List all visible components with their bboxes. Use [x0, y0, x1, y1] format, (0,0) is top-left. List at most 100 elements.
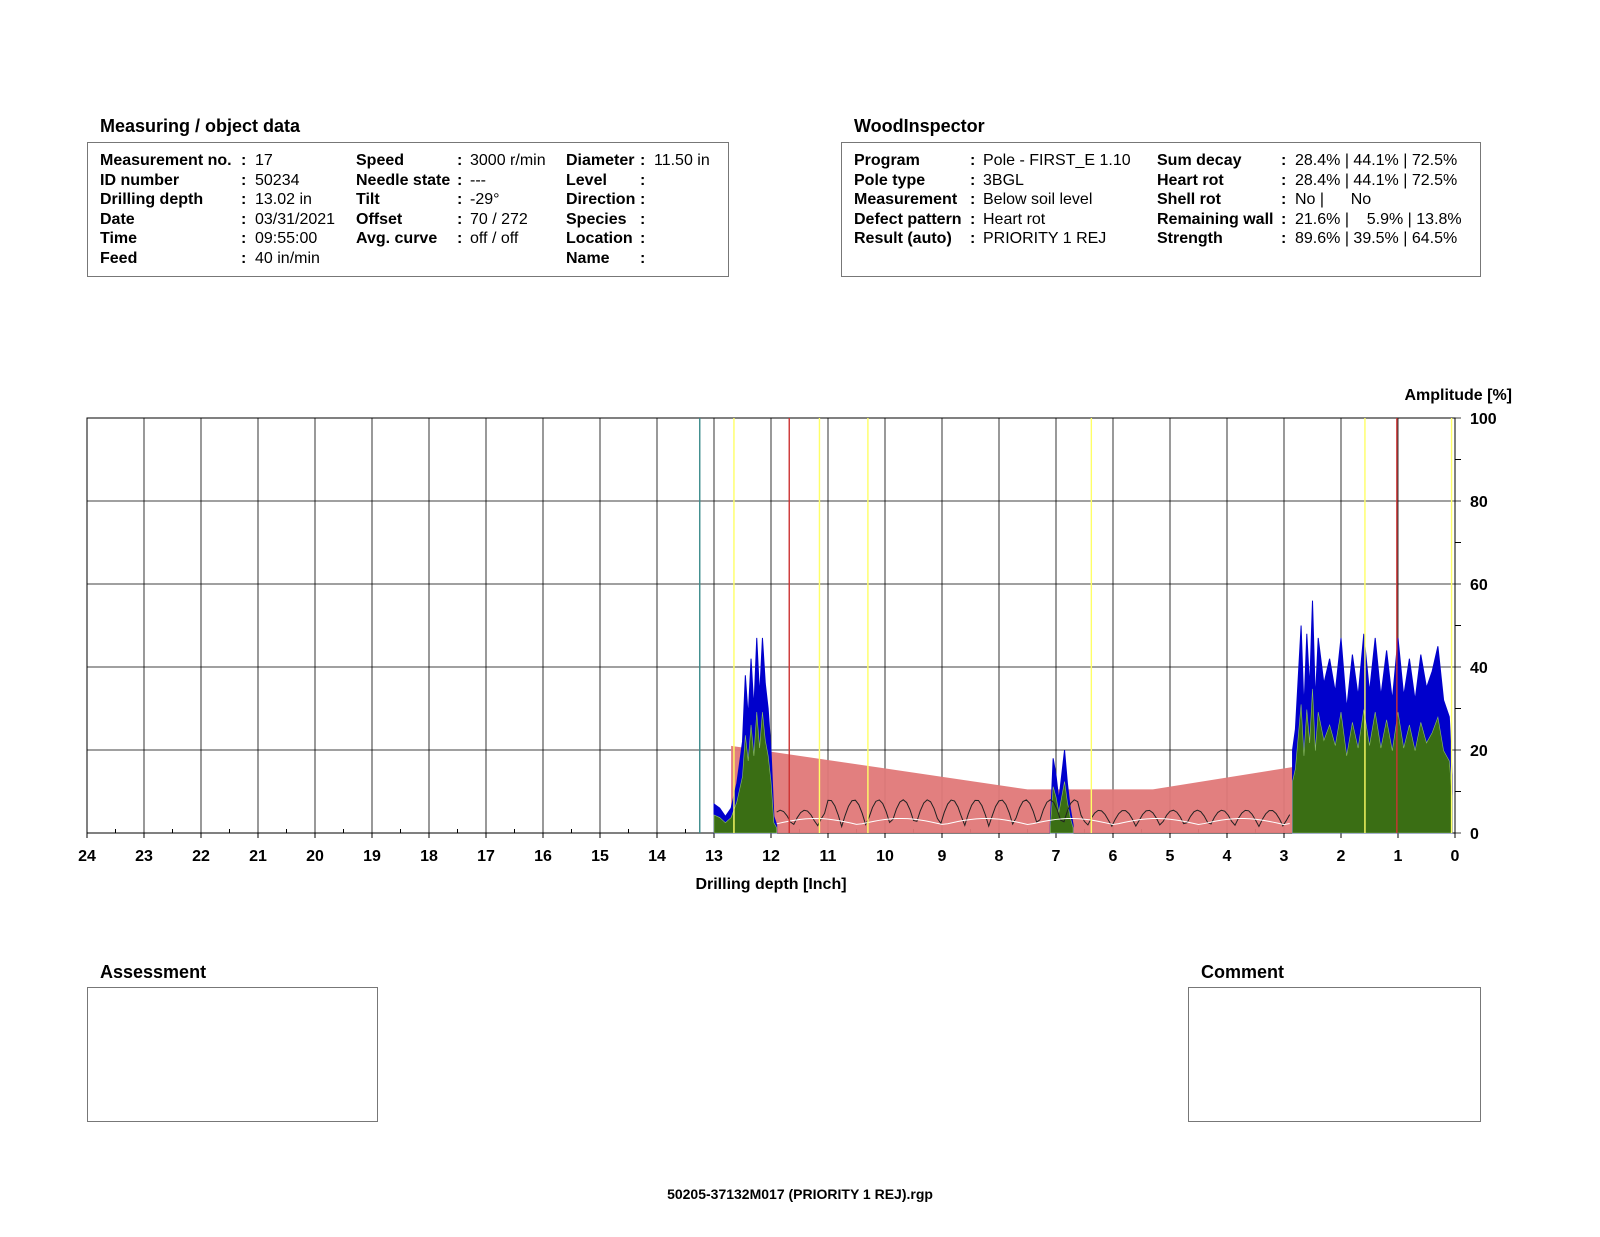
kv-value: 89.6% | 39.5% | 64.5%: [1295, 230, 1458, 248]
kv-label: Location: [566, 230, 633, 248]
x-axis-label: Drilling depth [Inch]: [695, 876, 846, 893]
kv-colon: :: [1281, 171, 1287, 189]
kv-row: Measurement no.:17: [100, 151, 345, 171]
kv-row: Tilt: -29°: [356, 190, 561, 210]
kv-row: Needle state: ---: [356, 171, 561, 191]
x-tick-label: 10: [876, 848, 894, 865]
x-tick-label: 9: [938, 848, 947, 865]
kv-colon: :: [241, 191, 247, 209]
y-tick-label: 80: [1470, 494, 1488, 511]
average-trace: [776, 817, 1290, 826]
measuring-col1: Measurement no.:17 ID number:50234 Drillin…: [100, 151, 345, 269]
y-axis-label: Amplitude [%]: [1404, 387, 1512, 404]
kv-label: Measurement: [854, 191, 958, 209]
y-tick-label: 20: [1470, 743, 1488, 760]
kv-value: No | No: [1295, 191, 1372, 209]
kv-value: 28.4% | 44.1% | 72.5%: [1295, 152, 1458, 169]
y-tick-label: 40: [1470, 660, 1488, 677]
kv-value: 28.4% | 44.1% | 72.5%: [1295, 171, 1458, 189]
x-tick-label: 16: [534, 848, 552, 865]
y-tick-label: 100: [1470, 411, 1497, 428]
kv-colon: :: [241, 210, 247, 228]
x-tick-label: 17: [477, 848, 495, 865]
kv-row: Sum decay:28.4% | 44.1% | 72.5%: [1157, 151, 1477, 171]
x-tick-label: 20: [306, 848, 324, 865]
kv-value: Below soil level: [983, 191, 1093, 209]
kv-value: 3000 r/min: [470, 152, 546, 169]
kv-row: Shell rot: No | No: [1157, 190, 1477, 210]
comment-box[interactable]: [1188, 987, 1481, 1122]
x-tick-label: 1: [1394, 848, 1403, 865]
woodinspector-col1: Program: Pole - FIRST_E 1.10 Pole type:3BG…: [854, 151, 1149, 249]
kv-colon: :: [640, 210, 646, 228]
kv-row: Avg. curve: off / off: [356, 229, 561, 249]
kv-row: Direction:: [566, 190, 726, 210]
kv-label: Speed: [356, 152, 405, 169]
drill-curve-1: [1050, 781, 1074, 834]
kv-value: 09:55:00: [255, 230, 318, 248]
amplitude-trace: [776, 799, 1291, 829]
kv-value: 50234: [255, 171, 300, 189]
assessment-box[interactable]: [87, 987, 378, 1122]
kv-label: Avg. curve: [356, 230, 438, 248]
kv-row: Remaining wall:21.6% | 5.9% | 13.8%: [1157, 210, 1477, 230]
x-tick-label: 4: [1223, 848, 1232, 865]
kv-colon: :: [640, 249, 646, 267]
kv-label: Name: [566, 249, 610, 267]
kv-label: Offset: [356, 210, 403, 228]
x-tick-label: 3: [1280, 848, 1289, 865]
x-tick-label: 24: [78, 848, 96, 865]
drill-curve-0: [713, 712, 777, 834]
kv-colon: :: [640, 171, 646, 189]
kv-row: Location:: [566, 229, 726, 249]
x-tick-label: 21: [249, 848, 267, 865]
kv-colon: :: [640, 230, 646, 248]
kv-colon: :: [970, 210, 976, 228]
kv-value: 13.02 in: [255, 191, 312, 209]
kv-colon: :: [1281, 230, 1287, 248]
kv-value: 17: [255, 152, 273, 169]
kv-colon: :: [241, 230, 247, 248]
kv-colon: :: [640, 152, 646, 169]
kv-colon: :: [1281, 152, 1287, 169]
x-tick-label: 7: [1052, 848, 1061, 865]
decay-zone: [731, 745, 1438, 833]
kv-value: 21.6% | 5.9% | 13.8%: [1295, 210, 1462, 228]
measuring-title: Measuring / object data: [100, 116, 301, 136]
kv-label: Species: [566, 210, 627, 228]
kv-row: Defect pattern: Heart rot: [854, 210, 1149, 230]
drilling-chart: 24 23 22 21 20 19 18 17 16 15 14 13 12 11 10 9 8 7 6 5 4 3 2 1 0…: [78, 387, 1512, 893]
kv-value: off / off: [470, 230, 519, 248]
kv-label: ID number: [100, 171, 180, 189]
kv-colon: :: [457, 191, 463, 209]
x-tick-label: 0: [1451, 848, 1460, 865]
kv-row: Name:: [566, 249, 726, 269]
comment-title: Comment: [1201, 962, 1285, 982]
x-tick-label: 15: [591, 848, 609, 865]
kv-label: Tilt: [356, 191, 380, 209]
kv-colon: :: [1281, 191, 1287, 209]
kv-colon: :: [457, 171, 463, 189]
y-tick-label: 60: [1470, 577, 1488, 594]
woodinspector-title: WoodInspector: [854, 116, 985, 136]
kv-row: Pole type:3BGL: [854, 171, 1149, 191]
measuring-col3: Diameter:11.50 in Level: Direction: Species…: [566, 151, 726, 269]
kv-row: Program: Pole - FIRST_E 1.10: [854, 151, 1149, 171]
x-tick-label: 11: [820, 848, 837, 865]
x-tick-label: 18: [420, 848, 438, 865]
x-tick-label: 8: [995, 848, 1004, 865]
kv-colon: :: [970, 191, 976, 209]
kv-label: Measurement no.: [100, 152, 232, 169]
kv-label: Time: [100, 230, 138, 248]
kv-label: Needle state: [356, 171, 451, 189]
kv-colon: :: [241, 152, 247, 169]
kv-label: Result (auto): [854, 230, 952, 248]
kv-row: Measurement: Below soil level: [854, 190, 1149, 210]
kv-label: Diameter: [566, 152, 635, 169]
assessment-title: Assessment: [100, 962, 207, 982]
kv-label: Drilling depth: [100, 191, 204, 209]
kv-row: Date:03/31/2021: [100, 210, 345, 230]
kv-label: Program: [854, 152, 920, 169]
kv-colon: :: [640, 191, 646, 209]
measuring-box: [87, 142, 729, 277]
